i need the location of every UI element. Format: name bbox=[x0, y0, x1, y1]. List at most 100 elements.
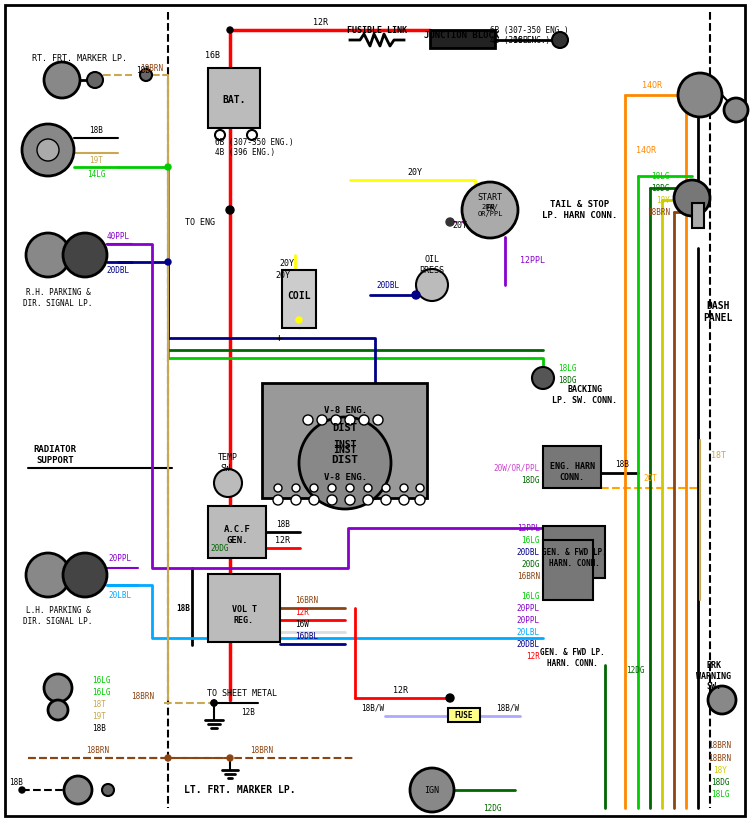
Circle shape bbox=[309, 495, 319, 505]
Bar bbox=[543, 526, 605, 578]
Text: BAT.: BAT. bbox=[222, 95, 246, 105]
Text: RT. FRT. MARKER LP.: RT. FRT. MARKER LP. bbox=[32, 53, 128, 62]
Text: 18B/W: 18B/W bbox=[362, 704, 385, 713]
Text: 6B (307-350 ENG.): 6B (307-350 ENG.) bbox=[215, 137, 294, 146]
Circle shape bbox=[462, 182, 518, 238]
Text: 20T: 20T bbox=[643, 474, 657, 483]
Circle shape bbox=[63, 233, 107, 277]
Circle shape bbox=[359, 415, 369, 425]
Circle shape bbox=[373, 415, 383, 425]
Text: COIL: COIL bbox=[287, 291, 310, 301]
Text: +: + bbox=[276, 333, 282, 343]
Circle shape bbox=[22, 124, 74, 176]
Circle shape bbox=[165, 755, 171, 761]
Text: GEN. & FWD LP.
HARN. CONN.: GEN. & FWD LP. HARN. CONN. bbox=[542, 548, 606, 567]
Text: INST: INST bbox=[333, 445, 357, 455]
Circle shape bbox=[364, 484, 372, 492]
Text: 18BRN: 18BRN bbox=[140, 63, 163, 72]
Text: LT. FRT. MARKER LP.: LT. FRT. MARKER LP. bbox=[184, 785, 296, 795]
Circle shape bbox=[274, 484, 282, 492]
Bar bbox=[262, 383, 427, 498]
Circle shape bbox=[678, 73, 722, 117]
Text: START
ER: START ER bbox=[478, 193, 502, 213]
Text: 14OR: 14OR bbox=[636, 145, 656, 154]
Circle shape bbox=[211, 700, 217, 706]
Text: 20LBL: 20LBL bbox=[517, 627, 540, 636]
Text: 20W/OR/PPL: 20W/OR/PPL bbox=[494, 464, 540, 473]
Circle shape bbox=[416, 269, 448, 301]
Circle shape bbox=[299, 417, 391, 509]
Text: 18B: 18B bbox=[276, 520, 290, 529]
Text: 18LG: 18LG bbox=[711, 790, 729, 799]
Text: 18Y: 18Y bbox=[656, 195, 670, 204]
Text: 12DG: 12DG bbox=[626, 666, 644, 675]
Text: 16BRN: 16BRN bbox=[517, 571, 540, 580]
Text: 12B: 12B bbox=[241, 708, 255, 717]
Text: 16LG: 16LG bbox=[521, 591, 540, 600]
Circle shape bbox=[674, 180, 710, 216]
Text: 18B/W: 18B/W bbox=[496, 704, 520, 713]
Text: 16BRN: 16BRN bbox=[295, 595, 318, 604]
Circle shape bbox=[296, 317, 302, 323]
Circle shape bbox=[331, 415, 341, 425]
Circle shape bbox=[64, 776, 92, 804]
Circle shape bbox=[165, 259, 171, 265]
Text: DIR. SIGNAL LP.: DIR. SIGNAL LP. bbox=[23, 617, 93, 626]
Text: R.H. PARKING &: R.H. PARKING & bbox=[26, 287, 90, 296]
Bar bbox=[430, 30, 495, 48]
Bar bbox=[543, 540, 593, 600]
Text: VOL T
REG.: VOL T REG. bbox=[232, 605, 256, 625]
Circle shape bbox=[227, 755, 233, 761]
Text: 18DG: 18DG bbox=[711, 777, 729, 787]
Text: FUSE: FUSE bbox=[454, 710, 473, 719]
Text: 14OR: 14OR bbox=[642, 80, 662, 89]
Text: DIST: DIST bbox=[332, 455, 358, 465]
Circle shape bbox=[446, 694, 454, 702]
Circle shape bbox=[37, 139, 59, 161]
Text: 18BRN: 18BRN bbox=[646, 208, 670, 217]
Bar bbox=[448, 708, 480, 722]
Text: 18BRN: 18BRN bbox=[130, 691, 154, 700]
Circle shape bbox=[363, 495, 373, 505]
Bar bbox=[692, 203, 704, 228]
Text: 20PPL: 20PPL bbox=[517, 603, 540, 612]
Text: 18LG: 18LG bbox=[652, 172, 670, 181]
Circle shape bbox=[140, 69, 152, 81]
Circle shape bbox=[327, 495, 337, 505]
Text: 18B: 18B bbox=[92, 723, 106, 732]
Circle shape bbox=[247, 130, 257, 140]
Text: 18T: 18T bbox=[92, 699, 106, 709]
Text: 20DBL: 20DBL bbox=[106, 265, 130, 274]
Text: 18BRN: 18BRN bbox=[251, 745, 274, 754]
Circle shape bbox=[26, 233, 70, 277]
Text: 4B (396 ENG.): 4B (396 ENG.) bbox=[490, 35, 550, 44]
Text: IGN: IGN bbox=[424, 786, 439, 795]
Text: 18DG: 18DG bbox=[521, 475, 540, 484]
Text: 18T: 18T bbox=[710, 451, 725, 460]
Text: 16LG: 16LG bbox=[92, 676, 110, 685]
Circle shape bbox=[48, 700, 68, 720]
Text: 20Y: 20Y bbox=[407, 167, 422, 177]
Circle shape bbox=[87, 72, 103, 88]
Text: 12R: 12R bbox=[392, 686, 407, 695]
Circle shape bbox=[273, 495, 283, 505]
Circle shape bbox=[328, 484, 336, 492]
Text: TAIL & STOP
LP. HARN CONN.: TAIL & STOP LP. HARN CONN. bbox=[542, 200, 618, 220]
Text: ENG. HARN
CONN.: ENG. HARN CONN. bbox=[550, 462, 595, 482]
Text: BACKING
LP. SW. CONN.: BACKING LP. SW. CONN. bbox=[553, 385, 617, 405]
Circle shape bbox=[399, 495, 409, 505]
Text: 14LG: 14LG bbox=[87, 169, 105, 178]
Text: DIR. SIGNAL LP.: DIR. SIGNAL LP. bbox=[23, 299, 93, 308]
Text: 18B: 18B bbox=[89, 126, 103, 135]
Text: 18B: 18B bbox=[9, 777, 23, 787]
Text: 12R: 12R bbox=[313, 17, 328, 26]
Circle shape bbox=[416, 484, 424, 492]
Text: JUNCTION BLOCK: JUNCTION BLOCK bbox=[424, 30, 500, 39]
Circle shape bbox=[26, 553, 70, 597]
Text: 16W: 16W bbox=[295, 620, 309, 629]
Circle shape bbox=[400, 484, 408, 492]
Text: 18LG: 18LG bbox=[558, 364, 577, 373]
Text: 20PPL: 20PPL bbox=[109, 553, 131, 562]
Circle shape bbox=[292, 484, 300, 492]
Text: 12R: 12R bbox=[526, 652, 540, 661]
